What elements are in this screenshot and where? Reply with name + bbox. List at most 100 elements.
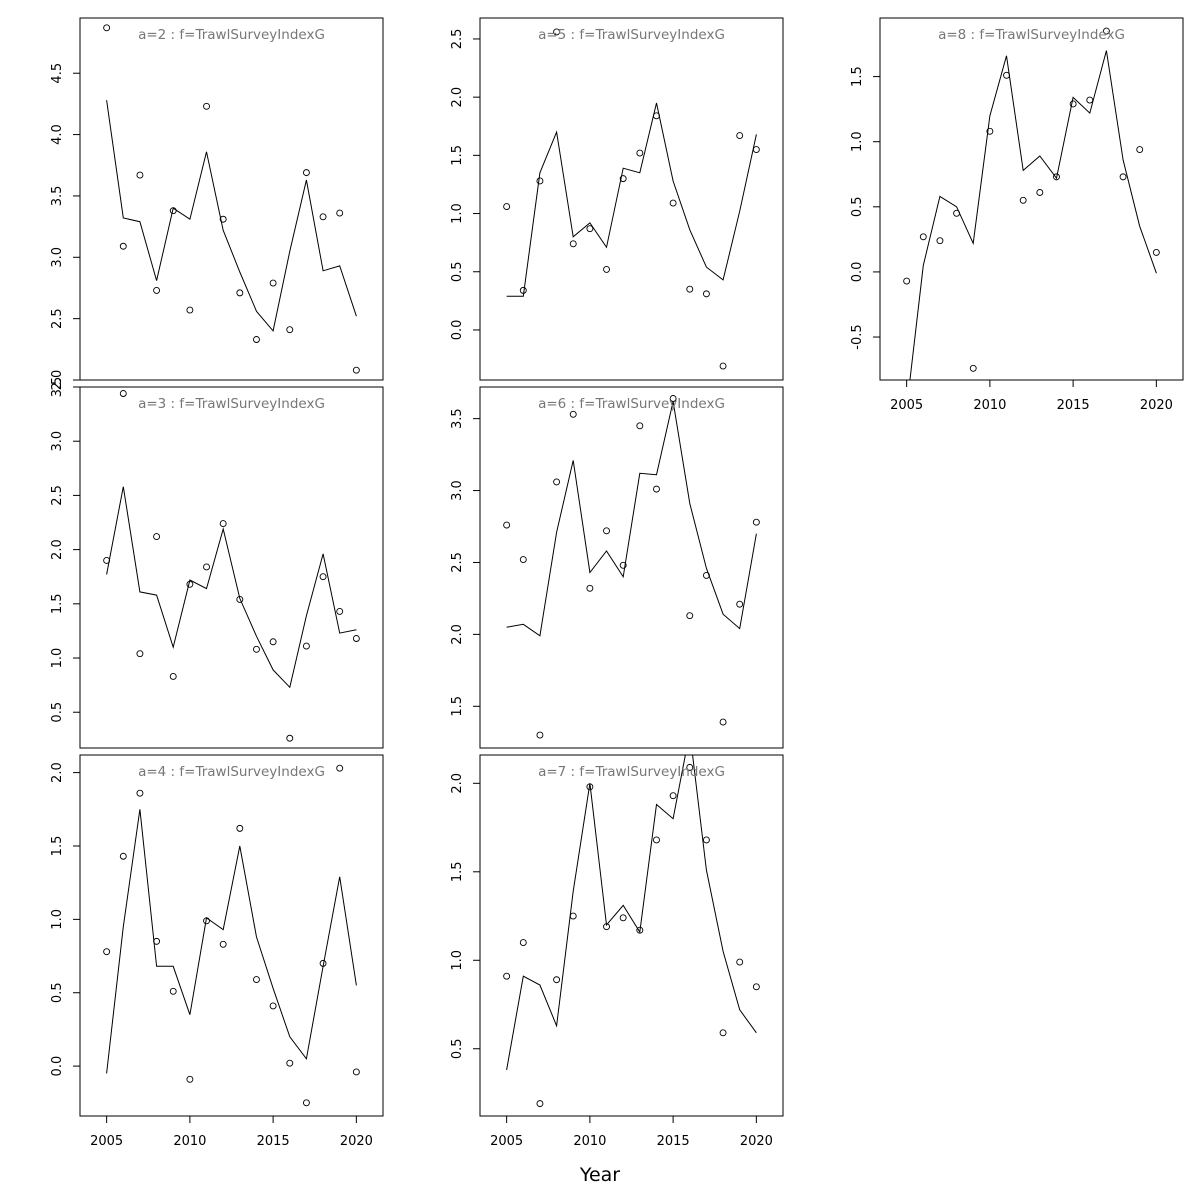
observed-point bbox=[536, 731, 544, 739]
y-tick-label: 0.5 bbox=[850, 196, 865, 217]
observed-point bbox=[302, 1099, 310, 1107]
observed-point bbox=[319, 959, 327, 967]
panel-title: a=7 : f=TrawlSurveyIndexG bbox=[538, 764, 725, 780]
y-tick-label: 2.0 bbox=[50, 762, 65, 783]
y-tick-label: 2.5 bbox=[450, 552, 465, 573]
observed-point bbox=[103, 948, 111, 956]
y-tick-label: 2.0 bbox=[450, 87, 465, 108]
observed-point bbox=[569, 912, 577, 920]
observed-point bbox=[136, 650, 144, 658]
observed-point bbox=[1019, 196, 1027, 204]
x-axis-label: Year bbox=[579, 1164, 620, 1186]
observed-point bbox=[352, 635, 360, 642]
observed-point bbox=[719, 718, 727, 726]
y-tick-label: 0.0 bbox=[50, 1056, 65, 1077]
panel-5: 1.5 2.0 2.5 3.0 3.5 a=6 : f=TrawlSurveyIndexG bbox=[450, 386, 784, 749]
observed-point bbox=[153, 937, 161, 945]
panel-frame bbox=[79, 17, 384, 381]
observed-point bbox=[1152, 248, 1160, 256]
y-tick-label: 4.0 bbox=[50, 124, 65, 145]
y-tick-label: 3.0 bbox=[50, 247, 65, 268]
panel-frame bbox=[879, 17, 1184, 381]
observed-point bbox=[653, 112, 660, 120]
observed-point bbox=[669, 395, 677, 402]
observed-point bbox=[619, 914, 627, 922]
observed-point bbox=[903, 277, 911, 285]
panel-2: 0.5 1.0 1.5 2.0 2.5 3.0 3.5 a=3 : f=TrawlSurvey… bbox=[50, 377, 384, 749]
x-tick-label: 2020 bbox=[740, 1134, 773, 1149]
observed-point bbox=[702, 571, 710, 579]
observed-point bbox=[219, 520, 227, 528]
observed-point bbox=[186, 580, 194, 588]
observed-point bbox=[1136, 146, 1144, 153]
fitted-line bbox=[506, 755, 757, 1071]
observed-point bbox=[586, 225, 594, 233]
observed-point bbox=[519, 939, 527, 947]
observed-point bbox=[302, 169, 310, 177]
y-tick-label: 0.5 bbox=[450, 261, 465, 282]
observed-point bbox=[686, 285, 694, 293]
y-tick-label: 2.5 bbox=[450, 29, 465, 50]
observed-point bbox=[1036, 189, 1044, 196]
observed-point bbox=[519, 556, 527, 564]
observed-point bbox=[219, 940, 227, 948]
fitted-line bbox=[909, 50, 1157, 380]
x-tick-label: 2010 bbox=[573, 1134, 606, 1149]
panel-4: 0.0 0.5 1.0 1.5 2.0 2.5 a=5 : f=TrawlSurveyInd… bbox=[450, 17, 784, 381]
panel-title: a=4 : f=TrawlSurveyIndexG bbox=[138, 764, 325, 780]
observed-point bbox=[553, 478, 561, 486]
y-tick-label: 1.5 bbox=[50, 836, 65, 857]
panel-title: a=2 : f=TrawlSurveyIndexG bbox=[138, 27, 325, 43]
observed-point bbox=[352, 366, 360, 374]
observed-point bbox=[169, 207, 177, 215]
observed-point bbox=[219, 215, 227, 223]
y-tick-label: 0.5 bbox=[450, 1038, 465, 1059]
observed-point bbox=[1069, 100, 1077, 108]
observed-point bbox=[269, 638, 277, 646]
observed-point bbox=[236, 824, 244, 832]
observed-point bbox=[1003, 71, 1010, 79]
observed-point bbox=[553, 976, 561, 984]
x-tick-label: 2015 bbox=[1057, 398, 1090, 413]
observed-point bbox=[319, 213, 327, 221]
observed-point bbox=[103, 24, 111, 32]
observed-point bbox=[603, 527, 610, 535]
y-tick-label: 1.0 bbox=[50, 648, 65, 669]
observed-point bbox=[253, 976, 260, 983]
observed-point bbox=[302, 642, 310, 650]
panel-frame bbox=[479, 754, 784, 1117]
observed-point bbox=[736, 600, 744, 608]
observed-point bbox=[1086, 96, 1094, 104]
x-tick-label: 2005 bbox=[490, 1134, 523, 1149]
observed-point bbox=[269, 279, 277, 287]
observed-point bbox=[169, 673, 177, 680]
observed-point bbox=[286, 326, 294, 334]
y-tick-label: 0.0 bbox=[450, 320, 465, 341]
observed-point bbox=[653, 836, 660, 844]
panel-6: 0.5 1.0 1.5 2.0 2005 2010 2015 2020 a=7 : f=Traw… bbox=[450, 754, 784, 1149]
observed-point bbox=[969, 364, 977, 372]
observed-point bbox=[586, 584, 594, 592]
observed-point bbox=[503, 521, 511, 529]
observed-point bbox=[686, 763, 694, 771]
observed-point bbox=[719, 362, 727, 370]
y-tick-label: 1.0 bbox=[50, 909, 65, 930]
y-tick-label: 2.5 bbox=[50, 308, 65, 329]
observed-point bbox=[669, 792, 677, 800]
panel-title: a=3 : f=TrawlSurveyIndexG bbox=[138, 396, 325, 412]
panel-title: a=5 : f=TrawlSurveyIndexG bbox=[538, 27, 725, 43]
observed-point bbox=[919, 233, 927, 241]
observed-point bbox=[186, 306, 194, 314]
observed-point bbox=[153, 533, 161, 541]
y-tick-label: 1.5 bbox=[450, 696, 465, 717]
panel-3: 0.0 0.5 1.0 1.5 2.0 2005 2010 2015 2020 a=4 : f=T… bbox=[50, 754, 384, 1149]
observed-point bbox=[536, 1100, 544, 1108]
x-tick-label: 2005 bbox=[90, 1134, 123, 1149]
observed-point bbox=[686, 612, 694, 620]
observed-point bbox=[203, 917, 210, 925]
y-tick-label: 1.0 bbox=[450, 950, 465, 971]
observed-point bbox=[119, 390, 127, 397]
fitted-line bbox=[106, 100, 357, 333]
y-tick-label: 1.5 bbox=[50, 593, 65, 614]
